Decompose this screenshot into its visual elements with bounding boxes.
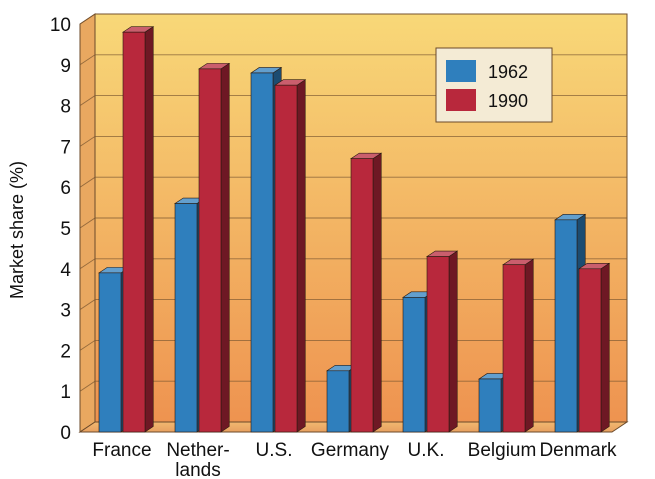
y-tick-label: 6	[60, 178, 71, 199]
y-tick-label: 1	[60, 382, 71, 403]
y-axis-label: Market share (%)	[7, 161, 27, 299]
bar-1990-5	[502, 258, 535, 433]
x-tick-label: Germany	[311, 440, 390, 461]
y-tick-label: 7	[60, 137, 71, 158]
gridline	[79, 217, 627, 229]
legend-label-1962: 1962	[488, 62, 528, 82]
legend-swatch-1962	[446, 60, 476, 82]
x-tick-label: Nether-lands	[166, 440, 229, 479]
bar-1990-6	[578, 262, 611, 433]
bar-1990-4	[426, 250, 459, 433]
x-tick-label: U.S.	[256, 440, 293, 461]
bar-1990-3	[350, 152, 383, 433]
y-tick-label: 4	[60, 260, 71, 281]
legend: 1962 1990	[435, 47, 553, 123]
y-tick-label: 2	[60, 341, 71, 362]
x-tick-label: Belgium	[468, 440, 537, 461]
y-tick-label: 9	[60, 56, 71, 77]
x-tick-label: Denmark	[539, 440, 617, 461]
x-tick-label: France	[92, 440, 151, 461]
y-tick-label: 3	[60, 301, 71, 322]
y-tick-label: 0	[60, 423, 71, 444]
gridline	[79, 135, 627, 147]
y-axis-ticks: 0 1 2 3 4 5 6 7 8 9 10	[50, 15, 72, 444]
gridline	[79, 176, 627, 188]
y-tick-label: 8	[60, 97, 71, 118]
bar-1990-0	[122, 26, 155, 433]
bar-1990-1	[198, 62, 231, 433]
x-tick-label: U.K.	[408, 440, 445, 461]
x-axis-ticks: France Nether-lands U.S. Germany U.K. Belgium…	[92, 440, 617, 479]
legend-label-1990: 1990	[488, 91, 528, 111]
legend-swatch-1990	[446, 89, 476, 111]
bar-1990-2	[274, 79, 307, 433]
y-tick-label: 10	[50, 15, 71, 36]
y-tick-label: 5	[60, 219, 71, 240]
gridline	[79, 13, 627, 25]
bars	[98, 26, 611, 433]
